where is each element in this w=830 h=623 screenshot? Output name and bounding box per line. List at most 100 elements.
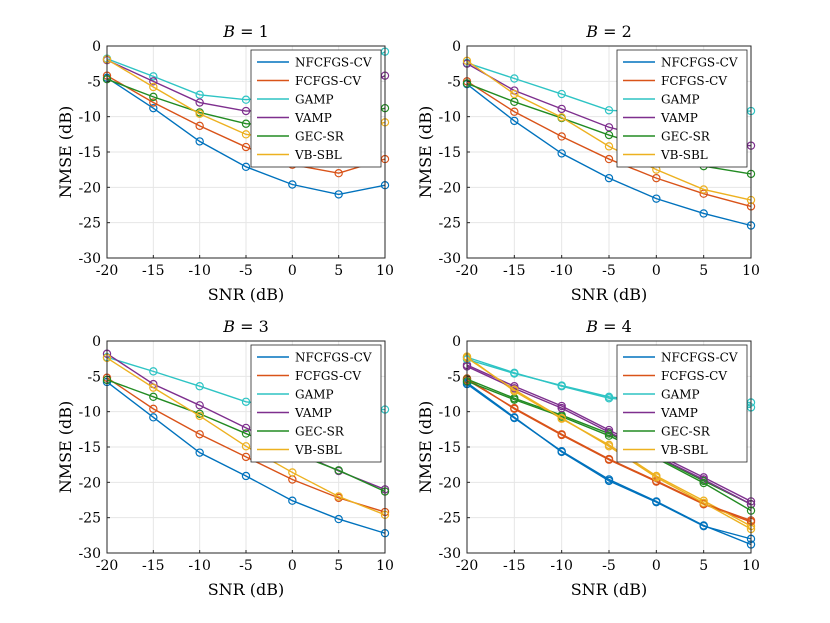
x-axis-label: SNR (dB) [208, 580, 285, 599]
x-tick-label: -10 [188, 558, 211, 574]
data-point-vb-sbl [149, 383, 158, 392]
data-point-gec-sr [149, 92, 158, 102]
y-tick-label: -30 [438, 251, 461, 267]
legend-box [250, 344, 382, 463]
data-point-vb-sbl [604, 142, 614, 151]
x-tick-label: 0 [288, 263, 297, 279]
legend-label: NFCFGS-CV [661, 56, 738, 70]
y-tick-label: 0 [92, 334, 101, 350]
legend-box [616, 49, 748, 168]
series-line-gec-sr [466, 378, 752, 505]
y-tick-label: -5 [447, 74, 461, 90]
legend-label: GEC-SR [295, 425, 345, 439]
y-tick-label: -25 [78, 511, 101, 527]
x-tick-label: -5 [602, 263, 616, 279]
y-tick-label: -10 [438, 405, 461, 421]
chart-title-variable: B [222, 22, 235, 41]
data-point-vb-sbl [241, 442, 251, 451]
data-point-nfcfgs-cv [652, 497, 661, 506]
data-point-fcfgs-cv [149, 98, 158, 107]
x-axis-label: SNR (dB) [208, 285, 285, 304]
y-tick-label: -30 [438, 546, 461, 562]
chart-panel-2: -20 -15 -10 -5 0 5 10 0 -5 -10 -15 -20 -25 -30 SNR (dB… [416, 22, 760, 304]
x-tick-label: -5 [602, 558, 616, 574]
x-tick-label: -10 [550, 263, 573, 279]
legend-label: GEC-SR [295, 130, 345, 144]
data-point-fcfgs-cv [510, 107, 519, 116]
legend-label: NFCFGS-CV [295, 351, 372, 365]
chart-title-value: = 2 [598, 22, 632, 41]
legend-label: FCFGS-CV [661, 74, 727, 88]
data-point-nfcfgs-cv [557, 149, 566, 158]
chart-title-value: = 3 [235, 317, 269, 336]
data-point-vb-sbl [334, 492, 343, 501]
data-point-fcfgs-cv [334, 168, 343, 178]
y-tick-label: 0 [452, 39, 461, 55]
x-tick-label: -20 [96, 263, 119, 279]
y-tick-label: -30 [78, 251, 101, 267]
y-tick-label: -5 [447, 369, 461, 385]
y-tick-label: -15 [438, 440, 461, 456]
data-point-nfcfgs-cv [149, 103, 158, 113]
data-point-fcfgs-cv [604, 454, 614, 464]
x-tick-label: 10 [742, 263, 760, 279]
series-line-vb-sbl [466, 357, 752, 530]
data-point-fcfgs-cv [241, 142, 251, 152]
data-point-vb-sbl [510, 385, 519, 394]
y-tick-label: -20 [78, 180, 101, 196]
chart-title: B = 2 [585, 22, 632, 41]
data-point-vb-sbl [699, 185, 708, 194]
data-point-nfcfgs-cv [241, 162, 251, 172]
x-tick-label: 10 [376, 263, 394, 279]
series-line-fcfgs-cv [466, 80, 752, 208]
chart-panel-4: -20 -15 -10 -5 0 5 10 0 -5 -10 -15 -20 -25 -30 SNR (dB… [416, 317, 760, 599]
legend-label: FCFGS-CV [295, 74, 361, 88]
legend: NFCFGS-CV FCFGS-CV GAMP VAMP GEC-SR VB-SBL [616, 49, 748, 168]
data-point-gamp [195, 382, 204, 391]
chart-panel-3: -20 -15 -10 -5 0 5 10 0 -5 -10 -15 -20 -25 -30 SNR (dB… [56, 317, 394, 599]
series-line-vb-sbl [106, 357, 386, 516]
data-point-vb-sbl [510, 89, 519, 99]
legend-label: NFCFGS-CV [295, 56, 372, 70]
data-point-fcfgs-cv [604, 154, 614, 164]
legend: NFCFGS-CV FCFGS-CV GAMP VAMP GEC-SR VB-SBL [616, 344, 748, 463]
legend: NFCFGS-CV FCFGS-CV GAMP VAMP GEC-SR VB-SBL [250, 49, 382, 168]
data-point-nfcfgs-cv [699, 209, 708, 218]
data-point-nfcfgs-cv [604, 173, 614, 183]
data-point-nfcfgs-cv [652, 194, 661, 203]
x-tick-label: 5 [699, 558, 708, 574]
legend-box [250, 49, 382, 168]
data-point-gec-sr [604, 431, 614, 440]
x-tick-label: -15 [142, 558, 165, 574]
series-line-nfcfgs-cv [466, 383, 752, 546]
data-point-gamp [510, 74, 519, 83]
legend-label: VB-SBL [294, 443, 342, 457]
y-tick-label: 0 [452, 334, 461, 350]
data-point-fcfgs-cv [557, 430, 566, 439]
data-point-vb-sbl [604, 442, 614, 451]
series-line-nfcfgs-cv [106, 77, 386, 196]
chart-title-value: = 4 [598, 317, 632, 336]
x-tick-label: -20 [456, 263, 479, 279]
data-point-vb-sbl [557, 413, 566, 423]
x-tick-label: 5 [334, 263, 343, 279]
data-point-nfcfgs-cv [288, 180, 297, 189]
data-point-nfcfgs-cv [334, 514, 343, 524]
y-tick-label: -10 [78, 405, 101, 421]
data-point-gec-sr [510, 395, 519, 404]
data-point-gamp [604, 106, 614, 115]
y-tick-label: -25 [438, 511, 461, 527]
data-point-vamp [195, 401, 204, 410]
data-point-gec-sr [334, 466, 343, 475]
x-tick-label: -20 [456, 558, 479, 574]
y-axis-label: NMSE (dB) [416, 106, 435, 199]
legend-label: VB-SBL [294, 148, 342, 162]
y-axis-label: NMSE (dB) [416, 401, 435, 494]
x-tick-label: -10 [550, 558, 573, 574]
legend: NFCFGS-CV FCFGS-CV GAMP VAMP GEC-SR VB-SBL [250, 344, 382, 463]
legend-label: VB-SBL [660, 443, 708, 457]
x-tick-label: 10 [742, 558, 760, 574]
chart-title-variable: B [585, 317, 598, 336]
chart-title: B = 1 [222, 22, 269, 41]
